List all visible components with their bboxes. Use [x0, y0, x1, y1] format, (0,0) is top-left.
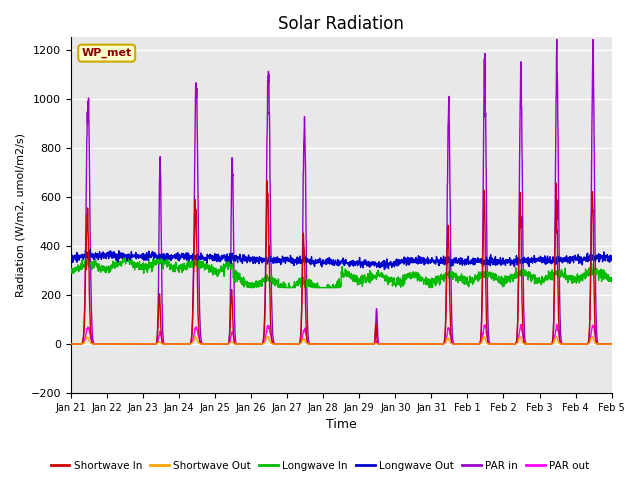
Longwave In	[244, 285, 252, 290]
PAR out	[553, 321, 561, 327]
Shortwave In	[67, 341, 75, 347]
Shortwave Out	[575, 341, 583, 347]
PAR out	[103, 341, 111, 347]
Longwave In	[157, 252, 165, 258]
Shortwave Out	[560, 341, 568, 347]
Y-axis label: Radiation (W/m2, umol/m2/s): Radiation (W/m2, umol/m2/s)	[15, 133, 25, 297]
Longwave In	[499, 284, 506, 290]
PAR in	[561, 341, 568, 347]
PAR out	[561, 341, 568, 347]
Longwave Out	[575, 258, 583, 264]
PAR in	[218, 341, 226, 347]
Shortwave Out	[499, 341, 506, 347]
Shortwave Out	[608, 341, 616, 347]
Shortwave Out	[218, 341, 226, 347]
Longwave Out	[608, 257, 616, 263]
Longwave Out	[369, 261, 376, 266]
Longwave Out	[499, 260, 506, 265]
Longwave In	[608, 279, 616, 285]
Shortwave In	[357, 341, 365, 347]
PAR out	[499, 341, 506, 347]
Shortwave In	[369, 341, 377, 347]
PAR in	[103, 341, 111, 347]
Shortwave In	[499, 341, 506, 347]
PAR out	[357, 341, 365, 347]
Line: Shortwave In: Shortwave In	[71, 181, 612, 344]
Shortwave In	[103, 341, 111, 347]
Longwave In	[575, 280, 583, 286]
Line: Shortwave Out: Shortwave Out	[71, 336, 612, 344]
Shortwave In	[575, 341, 583, 347]
Longwave In	[369, 274, 377, 280]
Legend: Shortwave In, Shortwave Out, Longwave In, Longwave Out, PAR in, PAR out: Shortwave In, Shortwave Out, Longwave In…	[47, 456, 593, 475]
Line: Longwave Out: Longwave Out	[71, 249, 612, 270]
Longwave In	[561, 273, 568, 279]
PAR in	[608, 341, 616, 347]
Longwave Out	[561, 255, 568, 261]
PAR out	[218, 341, 226, 347]
PAR out	[369, 341, 376, 347]
Text: WP_met: WP_met	[81, 48, 132, 58]
Line: PAR in: PAR in	[71, 39, 612, 344]
Longwave Out	[357, 259, 365, 264]
Longwave Out	[67, 254, 75, 260]
PAR in	[67, 341, 75, 347]
PAR out	[575, 341, 583, 347]
Longwave In	[218, 264, 226, 270]
X-axis label: Time: Time	[326, 419, 356, 432]
Longwave In	[357, 273, 365, 279]
Shortwave Out	[103, 341, 111, 347]
Shortwave In	[608, 341, 616, 347]
Shortwave In	[561, 341, 568, 347]
Shortwave Out	[67, 341, 75, 347]
Longwave In	[67, 269, 75, 275]
PAR in	[575, 341, 583, 347]
PAR in	[499, 341, 506, 347]
Shortwave In	[263, 178, 271, 184]
Shortwave Out	[369, 341, 376, 347]
PAR in	[553, 36, 561, 42]
Shortwave In	[218, 341, 226, 347]
Longwave Out	[381, 267, 388, 273]
Title: Solar Radiation: Solar Radiation	[278, 15, 404, 33]
Longwave Out	[86, 246, 94, 252]
Line: PAR out: PAR out	[71, 324, 612, 344]
PAR in	[357, 341, 365, 347]
PAR in	[369, 341, 376, 347]
Shortwave Out	[588, 333, 596, 339]
Line: Longwave In: Longwave In	[71, 255, 612, 288]
Longwave Out	[218, 256, 226, 262]
Shortwave Out	[357, 341, 365, 347]
PAR out	[608, 341, 616, 347]
PAR out	[67, 341, 75, 347]
